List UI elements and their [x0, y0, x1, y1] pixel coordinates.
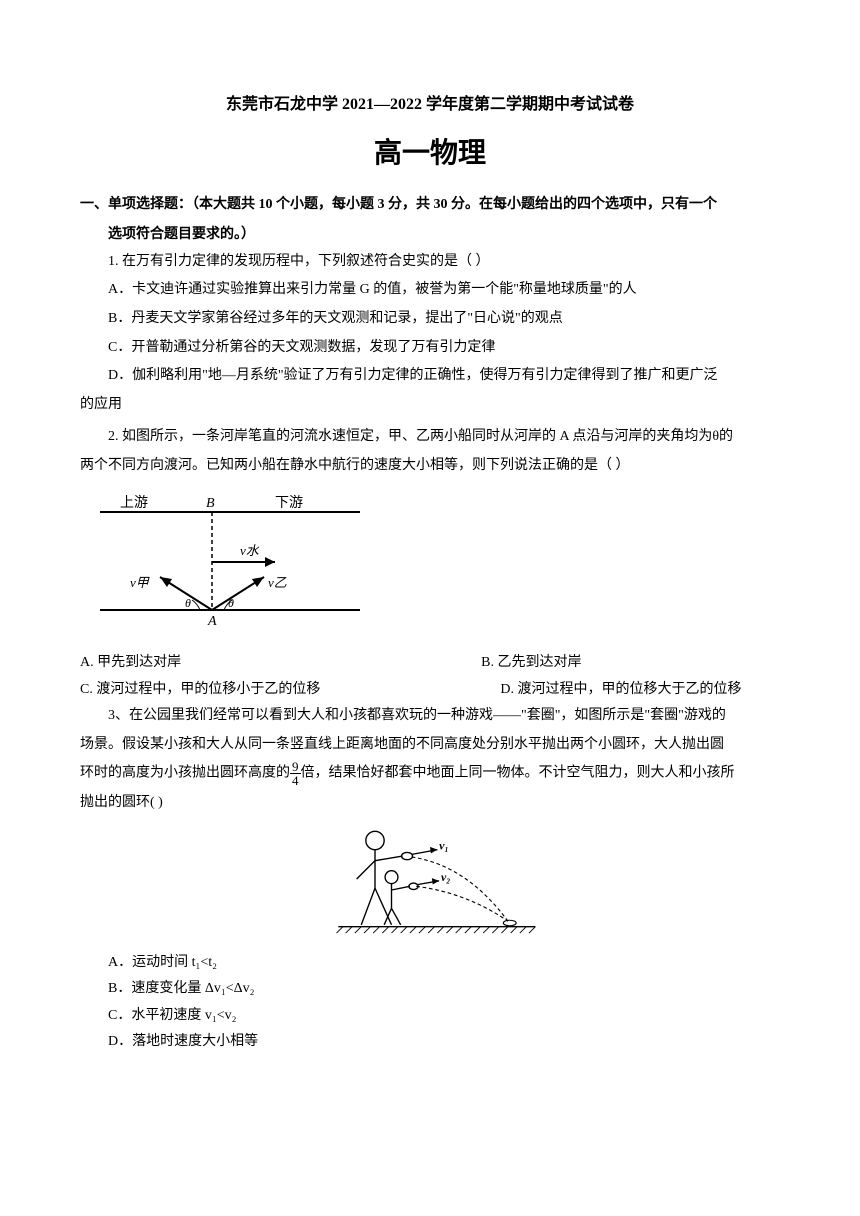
q3-stem-3b: 倍，结果恰好都套中地面上同一物体。不计空气阻力，则大人和小孩所	[301, 766, 735, 781]
label-v-jia: v甲	[130, 575, 150, 590]
q1-option-c: C．开普勒通过分析第谷的天文观测数据，发现了万有引力定律	[80, 335, 780, 362]
label-v2: v₂	[441, 870, 450, 884]
q3-figure-people: v₁ v₂	[320, 824, 540, 943]
label-downstream: 下游	[275, 495, 303, 511]
label-B: B	[206, 496, 215, 511]
q2-option-c: C. 渡河过程中，甲的位移小于乙的位移	[80, 677, 320, 704]
q2-options-row2: C. 渡河过程中，甲的位移小于乙的位移 D. 渡河过程中，甲的位移大于乙的位移	[80, 677, 780, 704]
exam-header: 东莞市石龙中学 2021—2022 学年度第二学期期中考试试卷	[80, 90, 780, 120]
q3-stem-line2: 场景。假设某小孩和大人从同一条竖直线上距离地面的不同高度处分别水平抛出两个小圆环…	[80, 732, 780, 759]
q1-stem: 1. 在万有引力定律的发现历程中，下列叙述符合史实的是（ ）	[80, 249, 780, 276]
label-theta-right: θ	[228, 596, 234, 610]
q3-option-c: C．水平初速度 v₁<v₂	[80, 1003, 780, 1030]
q2-stem-line2: 两个不同方向渡河。已知两小船在静水中航行的速度大小相等，则下列说法正确的是（ ）	[80, 453, 780, 480]
label-A: A	[207, 614, 217, 629]
fraction-9-4: 94	[290, 760, 301, 787]
q3-option-a: A．运动时间 t₁<t₂	[80, 950, 780, 977]
q2-options-row1: A. 甲先到达对岸 B. 乙先到达对岸	[80, 650, 780, 677]
section-1-heading-line2: 选项符合题目要求的。）	[80, 222, 780, 249]
q2-option-b: B. 乙先到达对岸	[481, 650, 581, 677]
section-1-heading-line1: 一、单项选择题：（本大题共 10 个小题，每小题 3 分，共 30 分。在每小题…	[80, 192, 780, 219]
q1-option-b: B．丹麦天文学家第谷经过多年的天文观测和记录，提出了"日心说"的观点	[80, 306, 780, 333]
label-v-water: v水	[240, 543, 260, 558]
q3-stem-line3: 环时的高度为小孩抛出圆环高度的94倍，结果恰好都套中地面上同一物体。不计空气阻力…	[80, 760, 780, 787]
q1-option-a: A．卡文迪许通过实验推算出来引力常量 G 的值，被誉为第一个能"称量地球质量"的…	[80, 277, 780, 304]
q2-figure-river: 上游 B 下游 v水 v甲 v乙 θ θ A	[100, 492, 360, 632]
frac-denominator: 4	[290, 774, 301, 787]
q3-stem-line1: 3、在公园里我们经常可以看到大人和小孩都喜欢玩的一种游戏——"套圈"，如图所示是…	[80, 703, 780, 730]
q3-stem-3a: 环时的高度为小孩抛出圆环高度的	[80, 766, 290, 781]
q2-option-a: A. 甲先到达对岸	[80, 650, 181, 677]
label-v1: v₁	[439, 839, 448, 853]
q1-option-d-line2: 的应用	[80, 392, 780, 419]
q3-option-b: B．速度变化量 Δv₁<Δv₂	[80, 976, 780, 1003]
frac-numerator: 9	[290, 760, 301, 774]
q3-option-d: D．落地时速度大小相等	[80, 1029, 780, 1056]
label-theta-left: θ	[185, 596, 191, 610]
q2-option-d: D. 渡河过程中，甲的位移大于乙的位移	[500, 677, 741, 704]
exam-title: 高一物理	[80, 126, 780, 179]
q3-stem-line4: 抛出的圆环( )	[80, 790, 780, 817]
q1-option-d-line1: D．伽利略利用"地—月系统"验证了万有引力定律的正确性，使得万有引力定律得到了推…	[80, 363, 780, 390]
label-upstream: 上游	[120, 495, 148, 511]
label-v-yi: v乙	[268, 575, 287, 590]
q2-stem-line1: 2. 如图所示，一条河岸笔直的河流水速恒定，甲、乙两小船同时从河岸的 A 点沿与…	[80, 424, 780, 451]
